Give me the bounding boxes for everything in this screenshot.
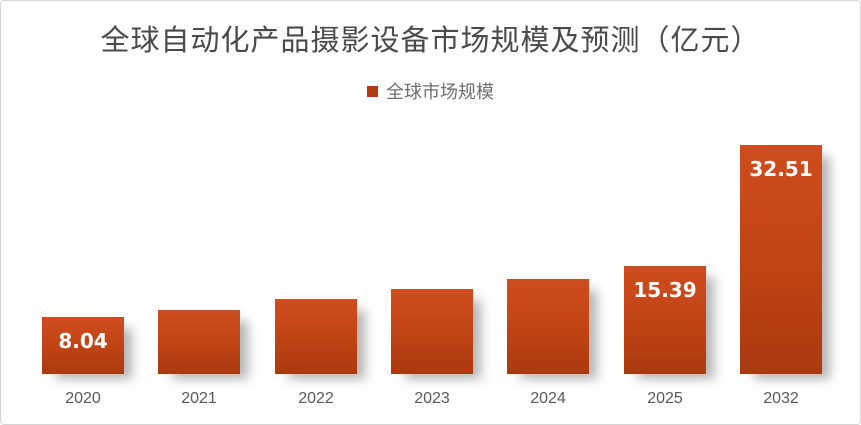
bar-2023 bbox=[391, 289, 473, 374]
data-label-2020: 8.04 bbox=[58, 329, 108, 353]
x-axis-label-2020: 2020 bbox=[65, 390, 101, 407]
bar-2022 bbox=[275, 299, 357, 374]
legend-label: 全球市场规模 bbox=[386, 82, 494, 103]
data-label-2032: 32.51 bbox=[749, 157, 813, 181]
bar-2021 bbox=[158, 310, 240, 374]
x-axis-label-2025: 2025 bbox=[647, 390, 683, 407]
legend: 全球市场规模 bbox=[1, 78, 860, 104]
x-axis-label-2032: 2032 bbox=[763, 390, 799, 407]
x-axis-label-2021: 2021 bbox=[181, 390, 217, 407]
bar-2032: 32.51 bbox=[740, 145, 822, 374]
bar-2024 bbox=[507, 279, 589, 374]
chart-title: 全球自动化产品摄影设备市场规模及预测（亿元） bbox=[100, 23, 761, 57]
legend-marker-icon bbox=[367, 85, 378, 97]
bar-2025: 15.39 bbox=[624, 266, 706, 374]
x-axis-label-2022: 2022 bbox=[298, 390, 334, 407]
data-label-2025: 15.39 bbox=[633, 278, 697, 302]
x-axis-label-2024: 2024 bbox=[530, 390, 566, 407]
x-axis-label-2023: 2023 bbox=[414, 390, 450, 407]
bar-2020: 8.04 bbox=[42, 317, 124, 374]
